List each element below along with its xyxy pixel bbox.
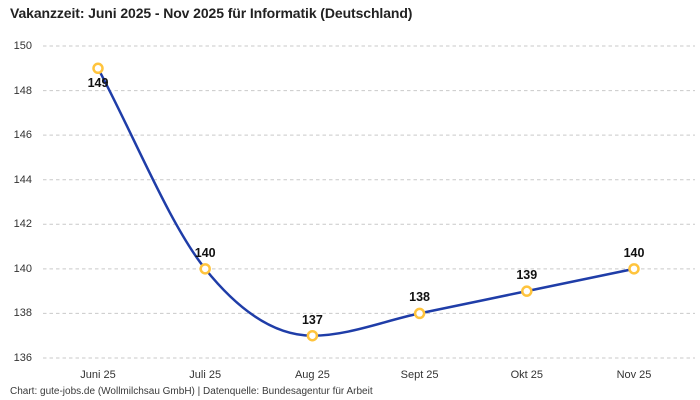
x-axis-tick-label: Aug 25	[294, 369, 330, 381]
data-point-label: 139	[516, 268, 538, 283]
y-axis-tick-label: 150	[13, 40, 32, 52]
data-point-marker	[199, 263, 211, 275]
y-axis-tick-label: 142	[13, 218, 32, 231]
y-axis-tick-label: 144	[13, 173, 32, 186]
line-series-path	[96, 67, 635, 337]
gridlines	[43, 45, 695, 359]
data-point-label: 137	[301, 312, 323, 327]
data-point-marker	[306, 329, 319, 342]
y-axis-tick-label: 146	[13, 129, 32, 142]
y-axis-tick-label: 148	[13, 84, 32, 97]
chart-title: Vakanzzeit: Juni 2025 - Nov 2025 für Inf…	[10, 5, 413, 21]
data-point-markers	[92, 62, 640, 342]
data-point-label: 140	[194, 245, 216, 260]
y-axis-tick-label: 140	[13, 262, 32, 275]
x-axis-tick-label: Juli 25	[189, 369, 222, 381]
data-point-marker	[413, 307, 426, 320]
y-axis-tick-label: 136	[13, 352, 32, 364]
data-point-marker	[521, 285, 533, 297]
data-point-label: 149	[87, 76, 109, 91]
x-axis-tick-label: Sept 25	[400, 369, 439, 381]
y-axis-tick-label: 138	[13, 307, 32, 320]
data-point-marker	[92, 62, 104, 75]
data-point-label: 140	[623, 245, 645, 260]
data-point-marker	[628, 263, 640, 275]
chart-attribution: Chart: gute-jobs.de (Wollmilchsau GmbH) …	[10, 386, 373, 397]
x-axis-tick-label: Okt 25	[510, 369, 543, 381]
data-point-label: 138	[409, 290, 431, 305]
x-axis-tick-label: Juni 25	[80, 369, 116, 381]
x-axis-tick-label: Nov 25	[616, 369, 652, 381]
